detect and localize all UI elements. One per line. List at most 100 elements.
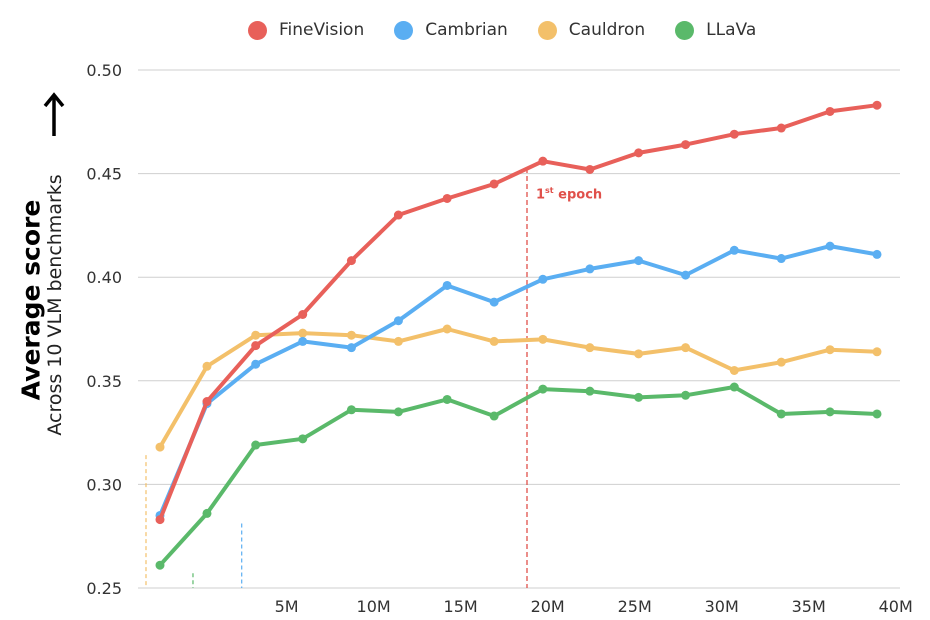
data-point-llava [538,384,548,394]
epoch-annotation-number: 1 [536,187,546,203]
data-point-llava [729,382,739,392]
data-point-llava [155,560,165,570]
x-tick-label: 10M [357,597,391,616]
series-line-finevision [158,103,879,522]
data-point-cauldron [538,334,548,344]
data-point-cambrian [681,270,691,280]
x-tick-label: 35M [792,597,826,616]
data-point-finevision [634,148,644,158]
data-point-llava [825,407,835,417]
data-point-cambrian [729,245,739,255]
series-line-llava [158,385,879,568]
y-tick-label: 0.30 [86,475,122,494]
data-point-cauldron [634,349,644,359]
legend-item-cambrian: Cambrian [394,20,508,40]
x-tick-label: 20M [531,597,565,616]
legend-item-llava: LLaVa [675,20,756,40]
data-point-finevision [155,515,165,525]
data-point-cauldron [729,365,739,375]
data-point-llava [251,440,261,450]
data-point-cambrian [393,316,403,326]
data-point-cauldron [776,357,786,367]
legend-swatch-finevision [248,20,267,40]
epoch-annotation-suffix: st [545,186,554,195]
data-point-finevision [251,341,261,351]
data-point-llava [393,407,403,417]
data-point-llava [634,392,644,402]
y-tick-label: 0.35 [86,372,122,391]
data-point-cauldron [825,345,835,355]
data-point-finevision [825,106,835,116]
data-point-cambrian [298,336,308,346]
data-point-cambrian [825,241,835,251]
legend-swatch-llava [675,20,695,40]
legend-label-cambrian: Cambrian [425,20,508,40]
data-point-cambrian [442,280,452,290]
data-point-cambrian [634,256,644,266]
data-point-cambrian [538,274,548,284]
legend-item-finevision: FineVision [248,20,364,40]
data-point-cauldron [872,347,882,357]
data-point-finevision [729,129,739,139]
x-tick-label: 25M [618,597,652,616]
data-point-cambrian [251,359,261,369]
x-tick-label: 30M [705,597,739,616]
data-point-finevision [202,397,212,407]
data-point-llava [346,405,356,415]
legend-label-llava: LLaVa [706,20,757,40]
chart-legend: FineVision Cambrian Cauldron LLaVa [248,20,786,40]
data-point-cauldron [155,442,165,452]
x-tick-label: 40M [879,597,913,616]
data-point-cauldron [585,343,595,353]
x-tick-label: 5M [275,597,299,616]
data-point-llava [681,390,691,400]
legend-item-cauldron: Cauldron [537,20,646,40]
y-tick-label: 0.50 [86,61,122,80]
legend-swatch-cambrian [394,20,414,40]
data-point-llava [489,411,499,421]
epoch-annotation-text: epoch [553,187,603,203]
data-point-llava [298,434,308,444]
data-point-cambrian [776,254,786,264]
data-point-cauldron [681,343,691,353]
up-arrow-icon [43,92,65,136]
y-axis-title: Average score [16,199,46,401]
data-point-finevision [298,309,308,319]
data-point-cauldron [346,330,356,340]
legend-label-cauldron: Cauldron [568,20,646,40]
data-point-cauldron [393,336,403,346]
data-point-finevision [489,179,499,189]
data-point-cauldron [298,328,308,338]
series-line-cambrian [158,244,879,518]
data-point-finevision [681,140,691,150]
y-tick-label: 0.40 [86,268,122,287]
y-tick-label: 0.25 [86,579,122,598]
data-point-llava [442,394,452,404]
data-point-llava [776,409,786,419]
data-point-cauldron [489,336,499,346]
data-point-cambrian [872,249,882,259]
data-point-llava [872,409,882,419]
x-tick-label: 15M [444,597,478,616]
data-point-finevision [585,164,595,174]
legend-swatch-cauldron [537,20,557,40]
data-point-cambrian [489,297,499,307]
data-point-cambrian [346,343,356,353]
data-point-cauldron [202,361,212,371]
data-point-finevision [538,156,548,166]
y-axis-subtitle: Across 10 VLM benchmarks [44,174,66,436]
data-point-cauldron [442,324,452,334]
data-point-finevision [393,210,403,220]
legend-label-finevision: FineVision [279,20,365,40]
data-point-finevision [442,193,452,203]
data-point-finevision [776,123,786,133]
data-point-cambrian [585,264,595,274]
data-point-finevision [346,256,356,266]
data-point-finevision [872,100,882,110]
data-point-llava [202,508,212,518]
series-line-cauldron [158,327,879,450]
data-point-cauldron [251,330,261,340]
y-tick-label: 0.45 [86,165,122,184]
epoch-annotation: 1st epoch [536,186,602,202]
